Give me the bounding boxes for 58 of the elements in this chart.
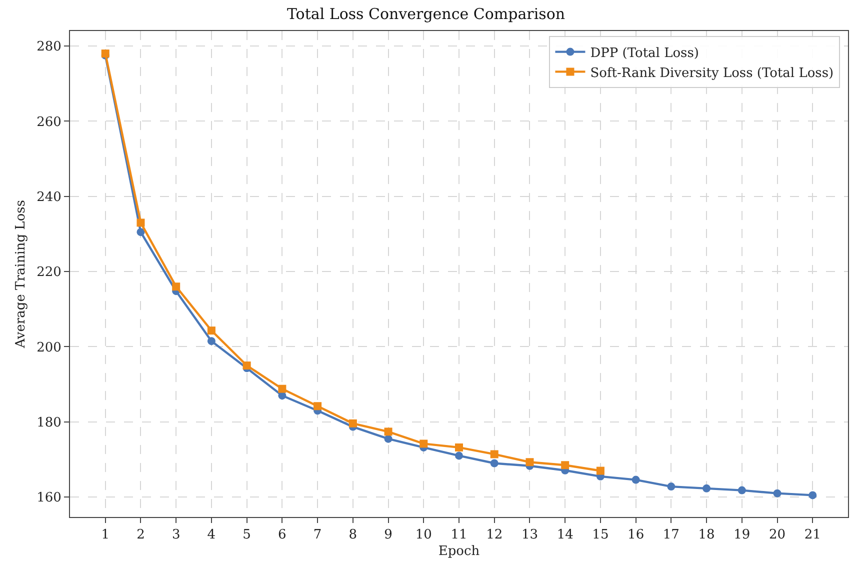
x-tick-label: 9: [384, 528, 392, 543]
point: [384, 428, 392, 436]
x-tick-label: 4: [207, 528, 216, 543]
point: [561, 461, 570, 470]
y-tick-label: 260: [36, 114, 62, 130]
x-tick-label: 14: [556, 528, 574, 543]
y-tick-label: 180: [36, 415, 62, 430]
x-tick-label: 21: [804, 528, 821, 543]
y-tick-label: 160: [36, 490, 62, 506]
x-tick-label: 11: [450, 528, 468, 543]
x-tick-label: 3: [172, 528, 180, 543]
x-axis-title: Epoch: [438, 544, 480, 560]
x-tick-label: 1: [101, 528, 110, 543]
point: [384, 434, 392, 443]
legend-label: DPP (Total Loss): [590, 46, 699, 61]
y-tick-label: 240: [36, 190, 62, 205]
point: [526, 458, 534, 466]
point: [278, 384, 286, 393]
legend-label: Soft-Rank Diversity Loss (Total Loss): [590, 66, 834, 81]
point: [490, 459, 498, 468]
x-tick-label: 19: [734, 528, 750, 543]
point: [808, 491, 817, 500]
x-tick-label: 10: [415, 528, 432, 543]
point: [348, 419, 357, 428]
y-tick-label: 280: [36, 40, 62, 55]
point: [314, 402, 322, 410]
x-tick-label: 2: [136, 528, 145, 543]
point: [420, 440, 428, 448]
x-tick-label: 17: [662, 528, 680, 543]
point: [632, 476, 640, 484]
y-tick-label: 200: [36, 340, 62, 356]
point: [136, 228, 145, 236]
point: [207, 326, 216, 335]
point: [136, 218, 145, 227]
x-tick-label: 5: [242, 528, 251, 543]
point: [773, 489, 782, 498]
x-tick-label: 13: [521, 528, 538, 543]
x-tick-label: 6: [278, 528, 286, 543]
point: [667, 482, 676, 491]
chart-title: Total Loss Convergence Comparison: [286, 4, 566, 23]
point: [738, 486, 746, 494]
point: [455, 452, 463, 460]
point: [490, 450, 498, 458]
point: [172, 282, 180, 291]
point: [207, 337, 216, 346]
y-axis-title: Average Training Loss: [14, 200, 29, 349]
point: [455, 443, 463, 452]
point: [702, 484, 711, 492]
x-tick-label: 15: [592, 528, 609, 543]
x-tick-label: 7: [313, 528, 322, 543]
x-tick-label: 20: [768, 528, 786, 543]
x-tick-label: 16: [628, 528, 644, 543]
y-tick-label: 220: [36, 265, 62, 280]
x-tick-label: 8: [348, 528, 358, 543]
x-tick-label: 18: [698, 528, 715, 543]
point: [596, 466, 604, 475]
point: [242, 362, 251, 370]
x-tick-label: 12: [486, 528, 503, 543]
